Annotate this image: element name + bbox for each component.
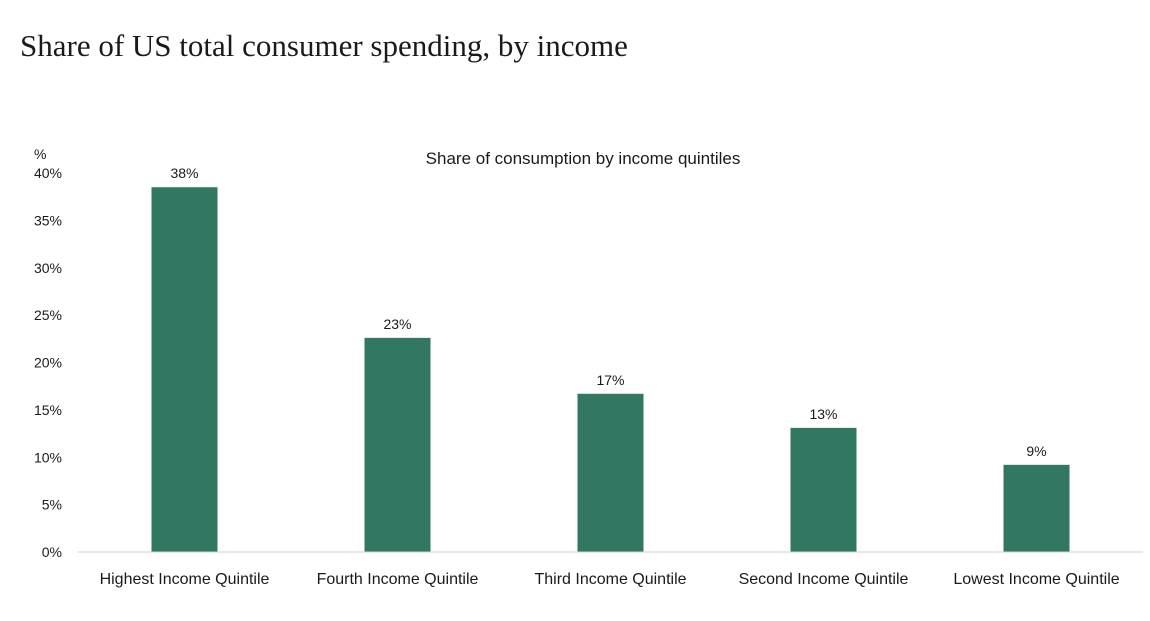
data-label: 23% (383, 316, 411, 332)
page-title: Share of US total consumer spending, by … (20, 28, 628, 63)
y-tick-label: 0% (42, 544, 62, 560)
y-axis-ticks: 0% 5% 10% 15% 20% 25% 30% 35% 40% (34, 165, 62, 560)
category-label: Lowest Income Quintile (953, 571, 1119, 588)
data-labels: 38% 23% 17% 13% 9% (170, 165, 1046, 459)
category-label: Second Income Quintile (739, 571, 909, 588)
data-label: 17% (596, 372, 624, 388)
y-tick-label: 30% (34, 260, 62, 276)
y-tick-label: 10% (34, 449, 62, 465)
bar (790, 427, 857, 552)
chart-title: Share of consumption by income quintiles (426, 149, 741, 168)
category-label: Fourth Income Quintile (317, 571, 479, 588)
data-label: 38% (170, 165, 198, 181)
data-label: 13% (809, 406, 837, 422)
bar (151, 187, 218, 552)
category-label: Third Income Quintile (534, 571, 686, 588)
y-axis-unit-label: % (34, 146, 46, 162)
y-tick-label: 5% (42, 497, 62, 513)
bar (577, 393, 644, 552)
data-label: 9% (1026, 443, 1046, 459)
y-tick-label: 20% (34, 355, 62, 371)
bars (151, 187, 1070, 552)
y-tick-label: 35% (34, 212, 62, 228)
y-tick-label: 15% (34, 402, 62, 418)
category-labels: Highest Income Quintile Fourth Income Qui… (100, 571, 1120, 588)
category-label: Highest Income Quintile (100, 571, 270, 588)
y-tick-label: 40% (34, 165, 62, 181)
y-tick-label: 25% (34, 307, 62, 323)
bar (1003, 464, 1070, 552)
bar (364, 337, 431, 552)
